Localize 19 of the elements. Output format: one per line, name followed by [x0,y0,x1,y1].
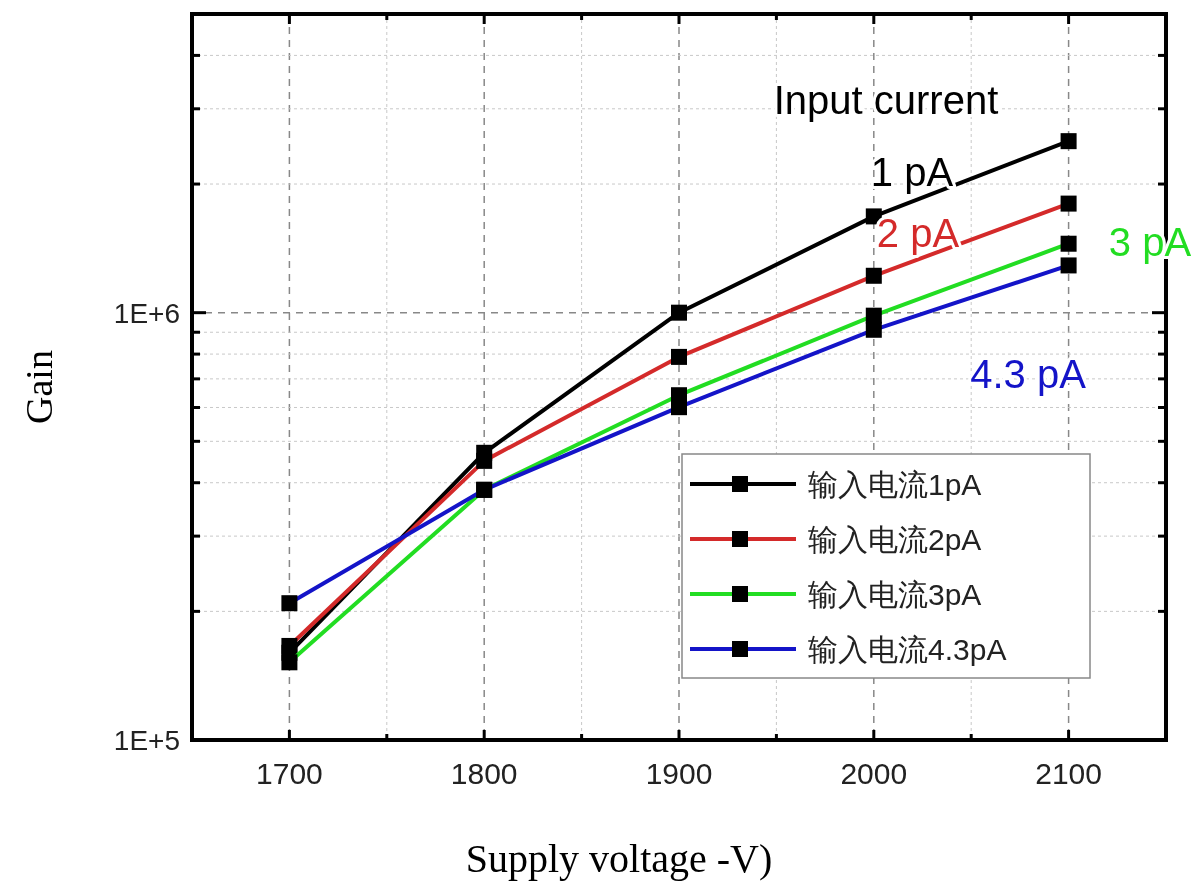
annotation: Input current [773,78,999,122]
x-tick-label: 2100 [1035,757,1102,790]
legend-label: 输入电流4.3pA [808,633,1007,666]
x-axis-title: Supply voltage -V) [465,836,773,881]
y-axis-title: Gain [18,350,60,424]
x-tick-label: 2000 [840,757,908,790]
y-tick-label: 1E+6 [113,297,180,329]
point [671,304,687,321]
y-tick-label: 1E+5 [113,725,180,756]
annotation: 1 pA [870,150,954,194]
x-tick-label: 1900 [645,757,713,790]
point [1060,133,1077,150]
legend-label: 输入电流2pA [808,523,982,556]
annotation: 4.3 pA [970,352,1087,396]
legend-label: 输入电流1pA [808,468,982,501]
x-tick-label: 1700 [256,757,323,790]
x-tick-label: 1800 [450,757,518,790]
annotation: 2 pA [876,211,960,255]
legend-label: 输入电流3pA [808,578,982,611]
